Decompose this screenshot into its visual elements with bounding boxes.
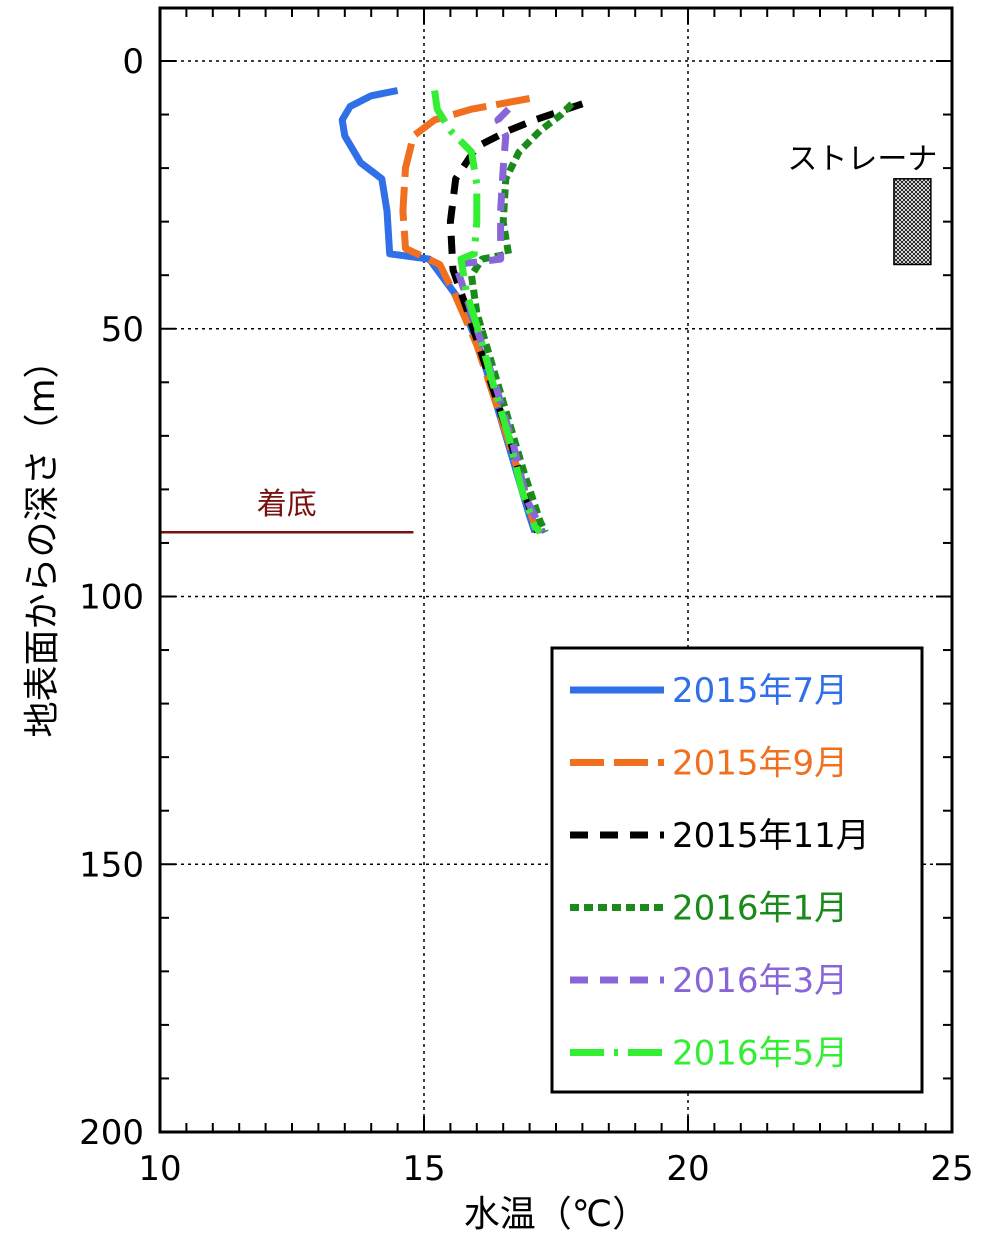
legend-label-3: 2015年11月 bbox=[672, 816, 870, 856]
x-tick-label: 25 bbox=[930, 1149, 973, 1189]
y-tick-label: 200 bbox=[79, 1113, 144, 1153]
legend-label-1: 2015年7月 bbox=[672, 671, 848, 711]
y-tick-label: 0 bbox=[122, 42, 144, 82]
axes-layer: 10 15 20 25 0 50 100 150 200 bbox=[79, 6, 974, 1189]
y-tick-label: 50 bbox=[101, 310, 144, 350]
x-tick-label: 20 bbox=[666, 1149, 709, 1189]
series-line-1 bbox=[338, 87, 539, 534]
strainer-label: ストレーナ bbox=[787, 142, 937, 177]
legend-label-2: 2015年9月 bbox=[672, 744, 848, 784]
legend-label-5: 2016年3月 bbox=[672, 961, 848, 1001]
x-tick-label: 15 bbox=[402, 1149, 445, 1189]
legend-box bbox=[550, 646, 924, 1094]
series-line-6 bbox=[431, 90, 543, 535]
annotation-layer: 着底 ストレーナ bbox=[160, 142, 937, 534]
y-axis-title: 地表面からの深さ（m） bbox=[22, 342, 63, 737]
bottom-depth-label: 着底 bbox=[257, 487, 317, 522]
x-tick-label: 10 bbox=[138, 1149, 181, 1189]
strainer-marker bbox=[893, 178, 932, 266]
legend-label-4: 2016年1月 bbox=[672, 889, 848, 929]
series-layer bbox=[338, 87, 584, 535]
legend: 2015年7月 2015年9月 2015年11月 2016年1月 2016年3月 2016… bbox=[550, 646, 924, 1094]
series-line-4 bbox=[468, 101, 575, 534]
y-tick-label: 150 bbox=[79, 845, 144, 885]
series-line-5 bbox=[452, 106, 546, 534]
y-tick-label: 100 bbox=[79, 578, 144, 618]
x-axis-title: 水温（℃） bbox=[464, 1194, 648, 1235]
legend-label-6: 2016年5月 bbox=[672, 1034, 848, 1074]
